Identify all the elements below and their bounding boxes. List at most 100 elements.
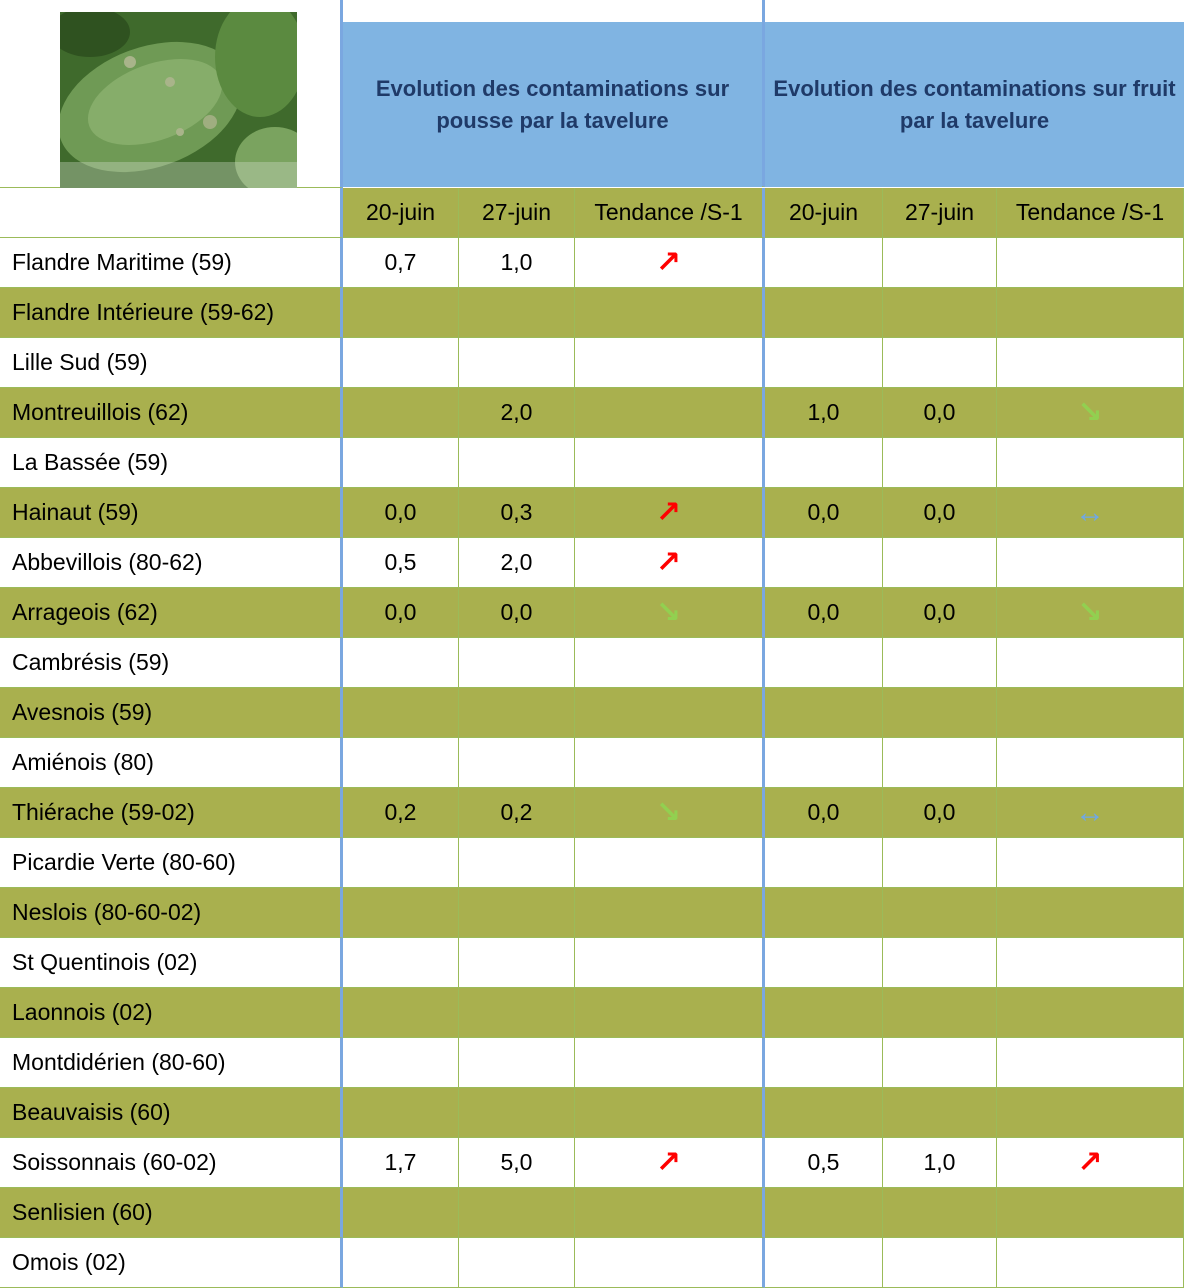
table-cell: 0,0 — [765, 588, 883, 638]
column-header: 27-juin — [459, 188, 575, 238]
table-cell — [343, 1188, 459, 1238]
column-header: Tendance /S-1 — [575, 188, 765, 238]
table-cell — [997, 838, 1184, 888]
leaf-photo — [60, 12, 297, 188]
table-cell — [997, 988, 1184, 1038]
table-cell — [883, 638, 997, 688]
table-cell: 0,0 — [765, 788, 883, 838]
table-cell — [765, 1188, 883, 1238]
table-cell — [765, 1088, 883, 1138]
table-cell — [343, 1038, 459, 1088]
table-cell: ↗ — [575, 538, 765, 588]
table-cell — [575, 738, 765, 788]
table-cell — [883, 688, 997, 738]
table-cell — [765, 288, 883, 338]
trend-arrow: ↗ — [656, 245, 681, 280]
table-cell — [575, 438, 765, 488]
row-label: Abbevillois (80-62) — [0, 538, 343, 588]
table-cell: 0,5 — [765, 1138, 883, 1188]
table-cell — [883, 1188, 997, 1238]
table-cell — [343, 288, 459, 338]
table-cell: 0,0 — [343, 588, 459, 638]
table-cell — [765, 988, 883, 1038]
table-cell — [575, 288, 765, 338]
table-cell — [765, 938, 883, 988]
table-cell: 2,0 — [459, 388, 575, 438]
table-cell — [575, 388, 765, 438]
table-cell — [575, 1038, 765, 1088]
table-cell — [765, 888, 883, 938]
row-label: Flandre Intérieure (59-62) — [0, 288, 343, 338]
row-label: Thiérache (59-02) — [0, 788, 343, 838]
header-block: Evolution des contaminations sur fruit p… — [765, 0, 1184, 187]
table-cell — [765, 238, 883, 288]
table-cell: 0,0 — [883, 588, 997, 638]
table-cell — [883, 1088, 997, 1138]
table-cell — [343, 988, 459, 1038]
table-cell: 0,5 — [343, 538, 459, 588]
row-label: Amiénois (80) — [0, 738, 343, 788]
table-cell — [883, 338, 997, 388]
table-cell — [459, 1088, 575, 1138]
table-cell — [343, 738, 459, 788]
table-cell — [459, 1188, 575, 1238]
table-cell — [883, 838, 997, 888]
table-cell: 0,0 — [765, 488, 883, 538]
header-title: Evolution des contaminations sur fruit p… — [765, 22, 1184, 187]
table-cell: ↗ — [575, 238, 765, 288]
table-cell: 0,0 — [883, 388, 997, 438]
table-cell — [575, 638, 765, 688]
table-cell — [883, 288, 997, 338]
table-cell — [343, 888, 459, 938]
trend-arrow: ↗ — [656, 1145, 681, 1180]
table-cell: 1,0 — [883, 1138, 997, 1188]
table-cell: 1,7 — [343, 1138, 459, 1188]
table-cell — [575, 838, 765, 888]
row-label: Cambrésis (59) — [0, 638, 343, 688]
table-cell: 2,0 — [459, 538, 575, 588]
table-cell — [575, 988, 765, 1038]
column-header: Tendance /S-1 — [997, 188, 1184, 238]
table-cell — [765, 638, 883, 688]
column-header: 20-juin — [343, 188, 459, 238]
table-cell: ↔ — [997, 488, 1184, 538]
table-cell — [343, 338, 459, 388]
table-cell: 1,0 — [765, 388, 883, 438]
header-title: Evolution des contaminations sur pousse … — [343, 22, 762, 187]
table-cell — [765, 1038, 883, 1088]
table-cell — [459, 438, 575, 488]
table-cell — [343, 688, 459, 738]
table-cell — [459, 338, 575, 388]
table-cell — [575, 338, 765, 388]
table-cell — [343, 838, 459, 888]
table-cell — [883, 938, 997, 988]
table-cell — [997, 288, 1184, 338]
table-cell — [883, 1038, 997, 1088]
table-cell — [575, 688, 765, 738]
row-label: Senlisien (60) — [0, 1188, 343, 1238]
table-cell — [997, 738, 1184, 788]
row-label: Flandre Maritime (59) — [0, 238, 343, 288]
table-cell: 1,0 — [459, 238, 575, 288]
table-cell — [459, 888, 575, 938]
table-cell — [459, 1038, 575, 1088]
table-cell — [459, 638, 575, 688]
table-cell: ↘ — [575, 788, 765, 838]
table-cell: ↔ — [997, 788, 1184, 838]
table-cell — [765, 538, 883, 588]
row-label: Montdidérien (80-60) — [0, 1038, 343, 1088]
row-label: Neslois (80-60-02) — [0, 888, 343, 938]
photo-cell — [0, 0, 343, 188]
trend-arrow: ↘ — [1077, 395, 1102, 430]
header-block: Evolution des contaminations sur pousse … — [343, 0, 765, 187]
trend-arrow: ↔ — [1075, 796, 1105, 830]
table-cell — [765, 688, 883, 738]
table-cell — [575, 938, 765, 988]
table-cell — [575, 888, 765, 938]
row-label: St Quentinois (02) — [0, 938, 343, 988]
row-label: Avesnois (59) — [0, 688, 343, 738]
table-cell: 0,2 — [459, 788, 575, 838]
table-cell: ↘ — [575, 588, 765, 638]
table-cell — [343, 638, 459, 688]
trend-arrow: ↔ — [1075, 496, 1105, 530]
